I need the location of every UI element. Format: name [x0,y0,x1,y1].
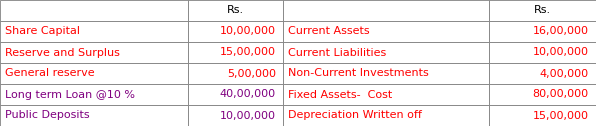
Text: Current Assets: Current Assets [288,26,370,37]
Text: Current Liabilities: Current Liabilities [288,48,386,57]
Bar [188,0,283,21]
Bar [188,21,283,42]
Bar [188,84,283,105]
Text: 4,00,000: 4,00,000 [540,69,589,78]
Bar [489,63,596,84]
Text: Non-Current Investments: Non-Current Investments [288,69,429,78]
Text: Depreciation Written off: Depreciation Written off [288,111,422,120]
Text: Long term Loan @10 %: Long term Loan @10 % [5,89,135,100]
Text: 5,00,000: 5,00,000 [227,69,276,78]
Bar [283,42,489,63]
Bar [283,105,489,126]
Bar [0,84,188,105]
Bar [283,63,489,84]
Text: Reserve and Surplus: Reserve and Surplus [5,48,120,57]
Text: 10,00,000: 10,00,000 [220,26,276,37]
Text: Fixed Assets-  Cost: Fixed Assets- Cost [288,89,392,100]
Text: 10,00,000: 10,00,000 [533,48,589,57]
Text: General reserve: General reserve [5,69,94,78]
Bar [0,105,188,126]
Text: 15,00,000: 15,00,000 [533,111,589,120]
Bar [0,0,188,21]
Bar [489,105,596,126]
Text: 10,00,000: 10,00,000 [220,111,276,120]
Text: 80,00,000: 80,00,000 [533,89,589,100]
Text: 15,00,000: 15,00,000 [220,48,276,57]
Text: Rs.: Rs. [227,6,244,15]
Text: Rs.: Rs. [534,6,551,15]
Text: Share Capital: Share Capital [5,26,80,37]
Bar [0,63,188,84]
Text: 40,00,000: 40,00,000 [220,89,276,100]
Bar [283,0,489,21]
Bar [0,21,188,42]
Text: 16,00,000: 16,00,000 [533,26,589,37]
Bar [0,42,188,63]
Bar [188,42,283,63]
Bar [489,0,596,21]
Bar [489,21,596,42]
Bar [489,84,596,105]
Bar [283,21,489,42]
Text: Public Deposits: Public Deposits [5,111,89,120]
Bar [489,42,596,63]
Bar [283,84,489,105]
Bar [188,105,283,126]
Bar [188,63,283,84]
